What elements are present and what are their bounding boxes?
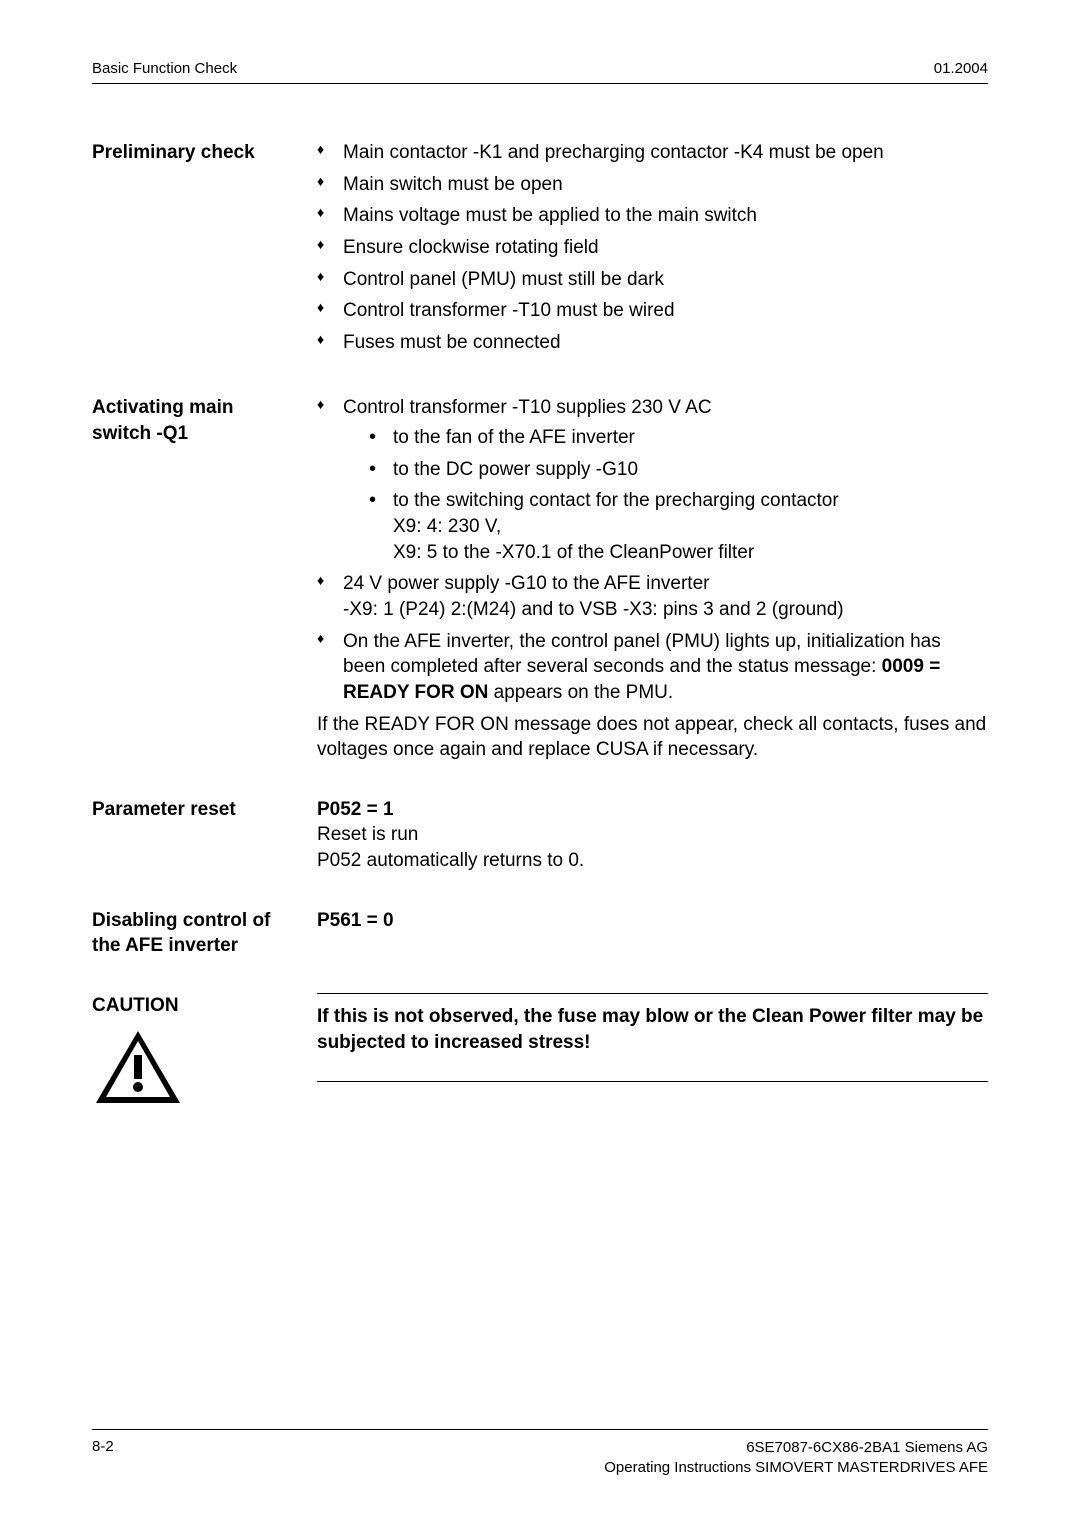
sub-item: to the DC power supply -G10 [369, 457, 988, 483]
param-l3: P052 automatically returns to 0. [317, 850, 584, 871]
sub-line: to the switching contact for the prechar… [393, 490, 839, 511]
section-parameter: Parameter reset P052 = 1 Reset is run P0… [92, 797, 988, 874]
list-item: Control transformer -T10 must be wired [317, 298, 988, 324]
list-item: Control transformer -T10 supplies 230 V … [317, 395, 988, 565]
list-item: Fuses must be connected [317, 330, 988, 356]
caution-text: If this is not observed, the fuse may bl… [317, 1006, 983, 1053]
section-preliminary: Preliminary check Main contactor -K1 and… [92, 140, 988, 361]
label-preliminary: Preliminary check [92, 140, 317, 166]
section-caution: CAUTION If this is not observed, the fus… [92, 993, 988, 1114]
footer-r2: Operating Instructions SIMOVERT MASTERDR… [604, 1458, 988, 1478]
list-item: Main switch must be open [317, 172, 988, 198]
label-disabling: Disabling control of the AFE inverter [92, 908, 317, 959]
section-activating: Activating main switch -Q1 Control trans… [92, 395, 988, 762]
list-item: Ensure clockwise rotating field [317, 235, 988, 261]
list-item: Mains voltage must be applied to the mai… [317, 203, 988, 229]
sub-line: X9: 4: 230 V, [393, 516, 501, 537]
label-activating: Activating main switch -Q1 [92, 395, 317, 446]
footer-page: 8-2 [92, 1438, 114, 1479]
caution-rule-bot [317, 1081, 988, 1082]
sub-item: to the fan of the AFE inverter [369, 425, 988, 451]
label-caution: CAUTION [92, 993, 317, 1019]
item-tail: appears on the PMU. [488, 682, 673, 703]
section-disabling: Disabling control of the AFE inverter P5… [92, 908, 988, 959]
item-line: -X9: 1 (P24) 2:(M24) and to VSB -X3: pin… [343, 599, 844, 620]
footer: 8-2 6SE7087-6CX86-2BA1 Siemens AG Operat… [92, 1429, 988, 1479]
activating-para: If the READY FOR ON message does not app… [317, 712, 988, 763]
warning-icon [92, 1027, 317, 1115]
sub-line: X9: 5 to the -X70.1 of the CleanPower fi… [393, 542, 754, 563]
footer-r1: 6SE7087-6CX86-2BA1 Siemens AG [604, 1438, 988, 1458]
label-line: Disabling control of [92, 910, 270, 931]
item-text: Control transformer -T10 supplies 230 V … [343, 397, 712, 418]
list-item: On the AFE inverter, the control panel (… [317, 629, 988, 706]
caution-rule-top [317, 993, 988, 994]
item-line: 24 V power supply -G10 to the AFE invert… [343, 573, 709, 594]
disabling-val: P561 = 0 [317, 910, 394, 931]
item-line: On the AFE inverter, the control panel (… [343, 631, 941, 678]
param-l1: P052 = 1 [317, 799, 394, 820]
list-item: 24 V power supply -G10 to the AFE invert… [317, 571, 988, 622]
sub-item: to the switching contact for the prechar… [369, 488, 988, 565]
label-line: Activating main [92, 397, 233, 418]
param-l2: Reset is run [317, 824, 418, 845]
list-item: Main contactor -K1 and precharging conta… [317, 140, 988, 166]
preliminary-list: Main contactor -K1 and precharging conta… [317, 140, 988, 355]
label-parameter: Parameter reset [92, 797, 317, 823]
list-item: Control panel (PMU) must still be dark [317, 267, 988, 293]
header-right: 01.2004 [934, 60, 988, 77]
label-line: the AFE inverter [92, 935, 238, 956]
header-left: Basic Function Check [92, 60, 237, 77]
label-line: switch -Q1 [92, 423, 188, 444]
